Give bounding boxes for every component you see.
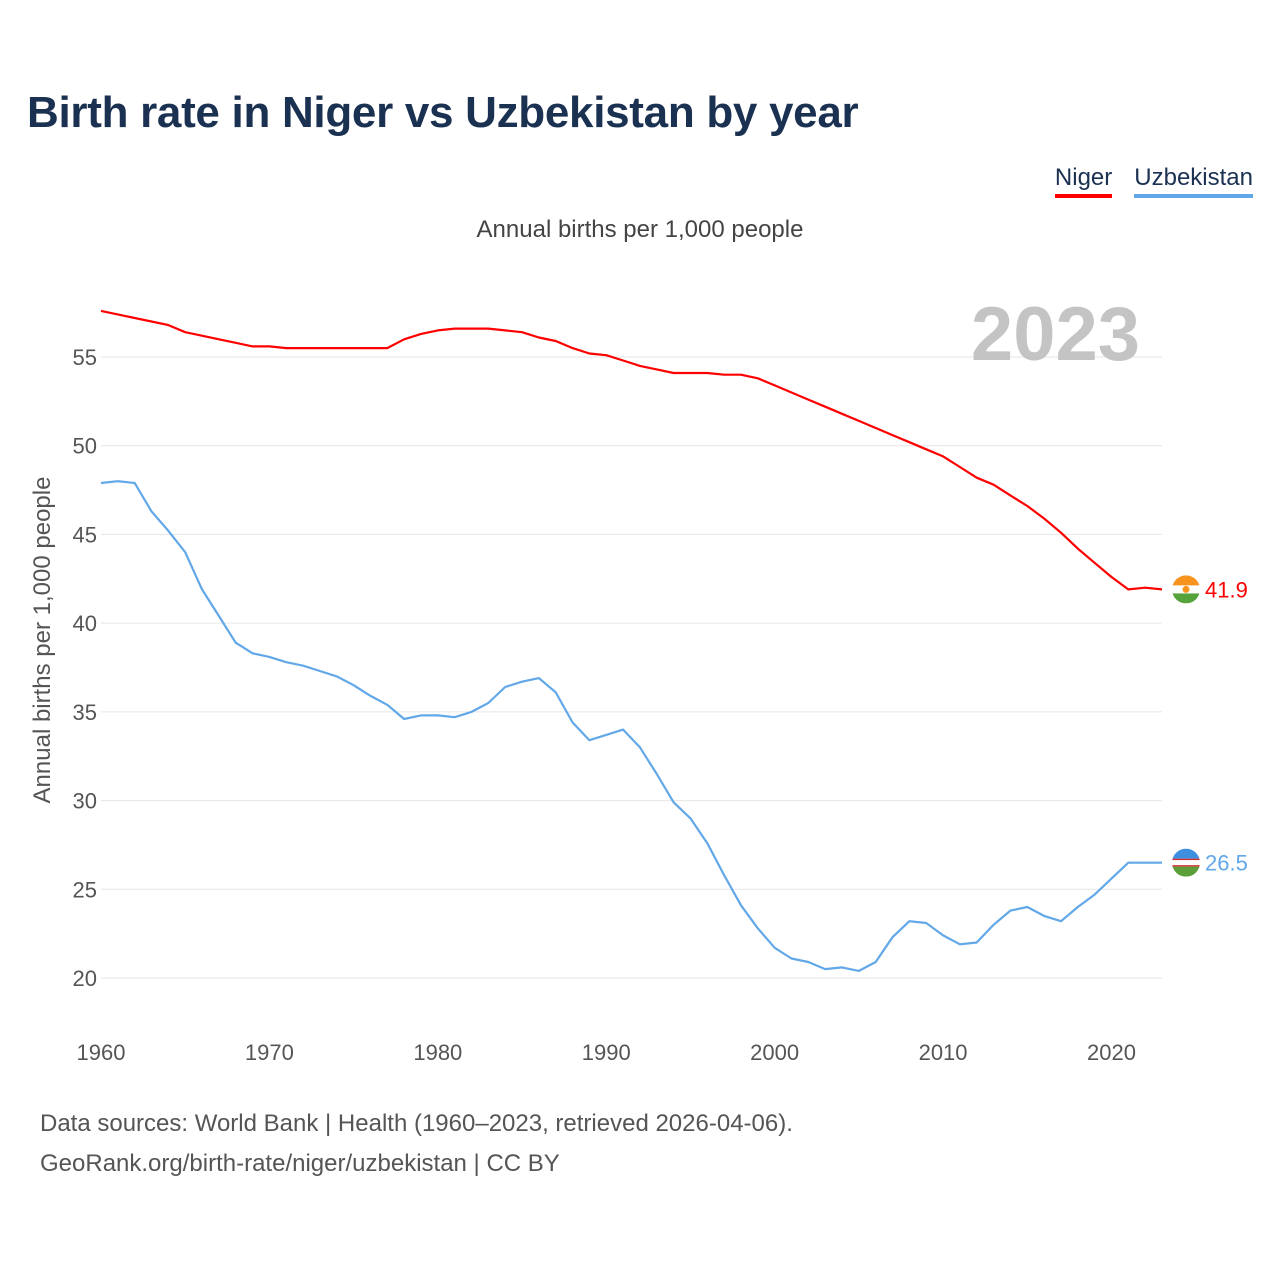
y-tick-label: 20 — [73, 966, 97, 991]
x-tick-label: 1980 — [413, 1040, 462, 1065]
year-label: 2023 — [971, 292, 1140, 377]
x-tick-label: 1970 — [245, 1040, 294, 1065]
y-tick-label: 50 — [73, 434, 97, 459]
chart-title: Birth rate in Niger vs Uzbekistan by yea… — [27, 88, 859, 137]
legend: Niger Uzbekistan — [1054, 164, 1253, 198]
y-tick-label: 45 — [73, 522, 97, 547]
chart-subtitle: Annual births per 1,000 people — [476, 216, 804, 243]
x-tick-label: 2000 — [750, 1040, 799, 1065]
y-tick-label: 25 — [73, 877, 97, 902]
uzbekistan-flag-icon — [1172, 848, 1200, 877]
footer: Data sources: World Bank | Health (1960–… — [40, 1104, 793, 1184]
legend-item-niger[interactable]: Niger — [1054, 164, 1113, 198]
series-line-uzbekistan — [100, 480, 1162, 973]
x-tick-label: 1960 — [77, 1040, 126, 1065]
footer-attribution[interactable]: GeoRank.org/birth-rate/niger/uzbekistan … — [40, 1150, 560, 1177]
footer-sources: Data sources: World Bank | Health (1960–… — [40, 1110, 793, 1137]
y-tick-label: 40 — [73, 611, 97, 636]
x-tick-label: 2020 — [1087, 1040, 1136, 1065]
y-axis-label: Annual births per 1,000 people — [29, 477, 56, 804]
y-tick-label: 35 — [73, 700, 97, 725]
y-tick-label: 55 — [73, 345, 97, 370]
x-tick-label: 2010 — [919, 1040, 968, 1065]
y-tick-label: 30 — [73, 789, 97, 814]
legend-item-uzbekistan[interactable]: Uzbekistan — [1134, 164, 1253, 198]
series-line-niger — [100, 309, 1163, 591]
niger-flag-icon — [1172, 575, 1200, 604]
end-value-label-uzbekistan: 26.5 — [1205, 851, 1248, 876]
end-value-label-niger: 41.9 — [1205, 577, 1248, 602]
x-tick-label: 1990 — [582, 1040, 631, 1065]
